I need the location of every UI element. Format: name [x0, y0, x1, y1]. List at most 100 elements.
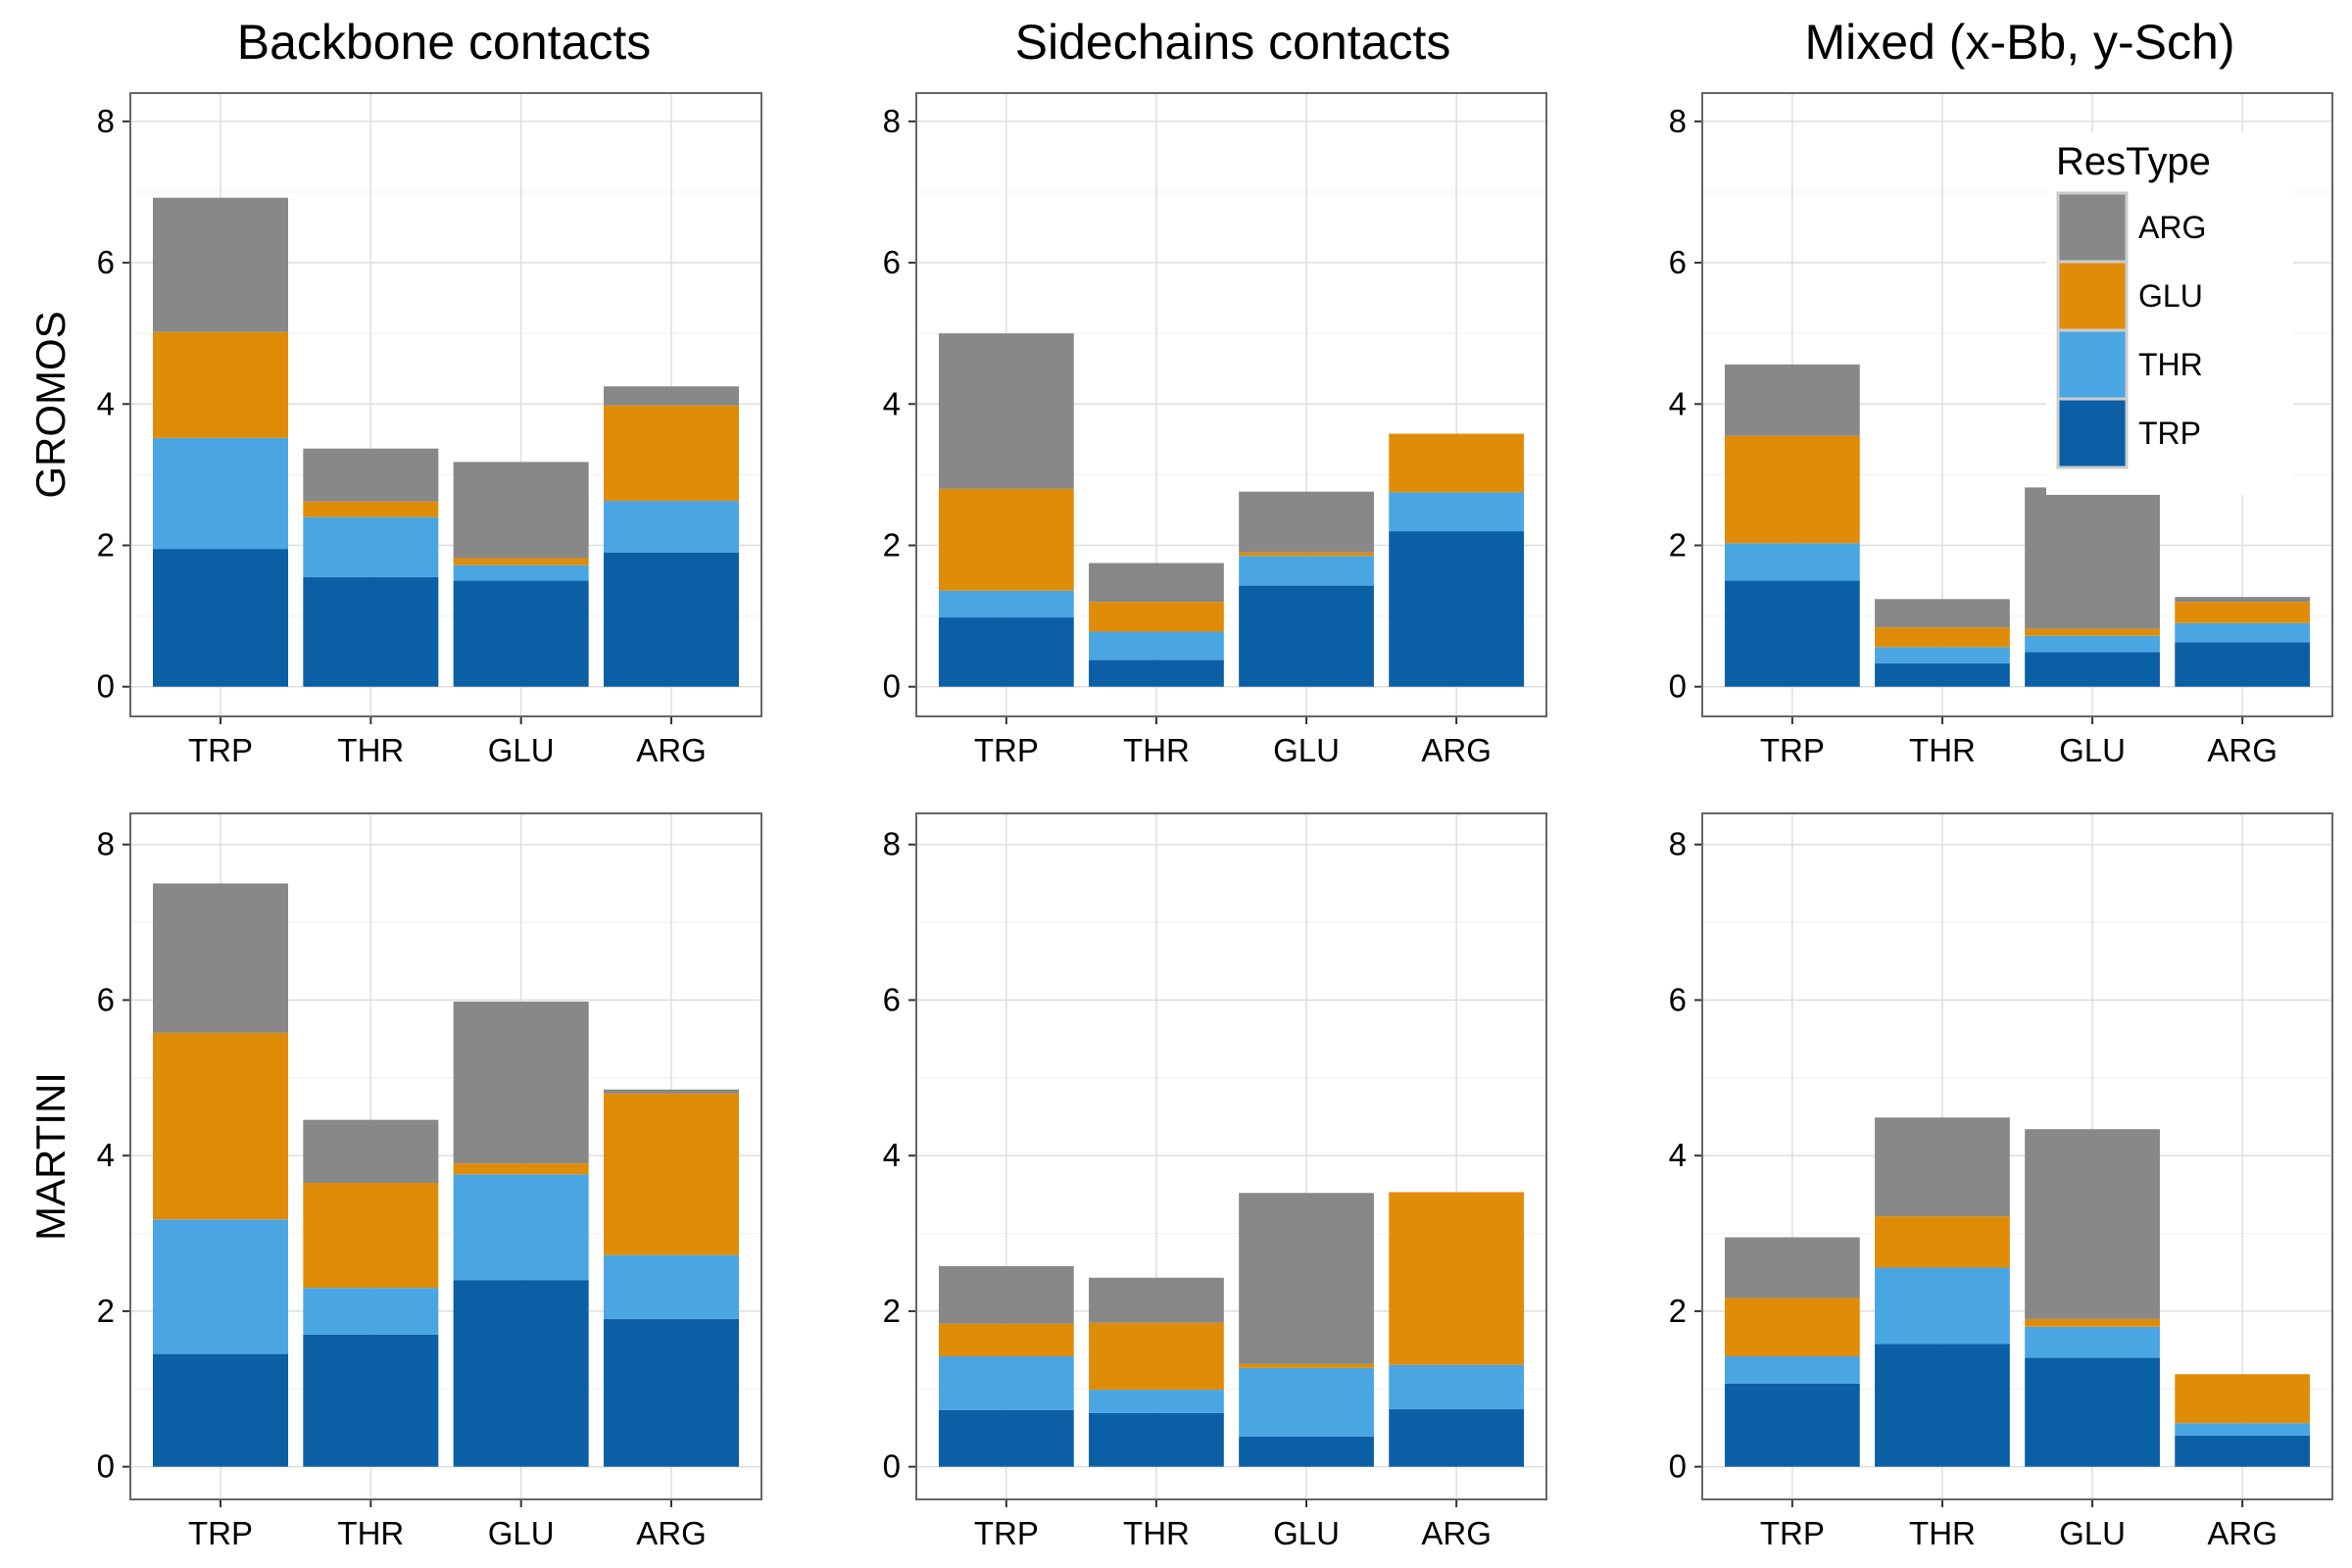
bar-gromos-backbone-contacts-arg-glu	[604, 405, 739, 502]
bar-martini-backbone-contacts-thr-glu	[303, 1182, 439, 1289]
y-tick-label: 2	[883, 526, 901, 563]
column-titles: Backbone contacts Sidechains contacts Mi…	[237, 15, 2235, 70]
x-tick-label-glu: GLU	[488, 1515, 555, 1551]
bar-gromos-backbone-contacts-arg-arg	[604, 386, 739, 406]
y-tick-label: 0	[97, 668, 115, 705]
y-tick-label: 6	[1669, 981, 1687, 1017]
bar-martini-mixed-x-bb-y-sch-glu-arg	[2025, 1129, 2160, 1319]
bar-gromos-backbone-contacts-thr-thr	[303, 516, 439, 577]
bar-martini-mixed-x-bb-y-sch-arg-trp	[2175, 1435, 2311, 1467]
x-tick-label-glu: GLU	[2059, 1515, 2126, 1551]
bar-gromos-sidechains-contacts-thr-arg	[1089, 563, 1224, 603]
panel-border	[129, 92, 762, 717]
bar-gromos-mixed-x-bb-y-sch-arg-thr	[2175, 622, 2311, 643]
bar-gromos-backbone-contacts-thr-trp	[303, 576, 439, 687]
x-tick-label-thr: THR	[1123, 732, 1190, 768]
bar-martini-backbone-contacts-thr-trp	[303, 1334, 439, 1467]
y-tick-label: 2	[97, 1293, 115, 1329]
bar-martini-mixed-x-bb-y-sch-trp-thr	[1724, 1355, 1860, 1384]
bar-gromos-mixed-x-bb-y-sch-thr-thr	[1875, 647, 2010, 663]
col-title-mixed: Mixed (x-Bb, y-Sch)	[1805, 15, 2235, 70]
bar-gromos-mixed-x-bb-y-sch-arg-trp	[2175, 642, 2311, 687]
bar-gromos-mixed-x-bb-y-sch-arg-glu	[2175, 602, 2311, 623]
bar-gromos-sidechains-contacts-glu-trp	[1239, 585, 1374, 687]
bar-gromos-sidechains-contacts-trp-arg	[938, 333, 1074, 489]
bar-gromos-sidechains-contacts-glu-arg	[1239, 491, 1374, 553]
legend-label-glu: GLU	[2138, 278, 2203, 314]
bar-martini-backbone-contacts-thr-arg	[303, 1119, 439, 1183]
x-tick-label-trp: TRP	[1760, 1515, 1825, 1551]
bar-martini-mixed-x-bb-y-sch-trp-arg	[1724, 1237, 1860, 1298]
panel-gromos-backbone-contacts: 0 2 4 6 8 TRP THR GLU ARG	[97, 92, 762, 768]
x-tick-label-trp: TRP	[974, 1515, 1039, 1551]
legend-label-thr: THR	[2138, 347, 2203, 382]
panel-border	[1701, 92, 2333, 717]
bar-gromos-backbone-contacts-thr-arg	[303, 448, 439, 502]
bar-martini-mixed-x-bb-y-sch-thr-glu	[1875, 1216, 2010, 1268]
bar-martini-backbone-contacts-glu-trp	[453, 1280, 589, 1467]
y-tick-label: 8	[1669, 103, 1687, 139]
bar-gromos-sidechains-contacts-trp-glu	[938, 488, 1074, 591]
y-tick-label: 8	[1669, 826, 1687, 862]
bar-gromos-backbone-contacts-glu-thr	[453, 564, 589, 581]
bar-martini-backbone-contacts-arg-thr	[604, 1254, 739, 1319]
bar-martini-backbone-contacts-glu-thr	[453, 1174, 589, 1281]
bar-martini-backbone-contacts-glu-arg	[453, 1002, 589, 1164]
bar-gromos-sidechains-contacts-glu-glu	[1239, 552, 1374, 557]
bar-martini-sidechains-contacts-trp-thr	[938, 1355, 1074, 1410]
bar-gromos-sidechains-contacts-arg-thr	[1389, 492, 1525, 532]
bar-gromos-backbone-contacts-glu-glu	[453, 558, 589, 565]
y-tick-label: 4	[883, 385, 901, 421]
bar-martini-backbone-contacts-trp-thr	[153, 1219, 288, 1354]
bar-martini-backbone-contacts-trp-glu	[153, 1032, 288, 1220]
bar-gromos-mixed-x-bb-y-sch-glu-trp	[2025, 652, 2160, 687]
row-labels: GROMOS MARTINI	[27, 311, 74, 1241]
legend-label-arg: ARG	[2138, 210, 2206, 245]
bar-gromos-mixed-x-bb-y-sch-trp-glu	[1724, 435, 1860, 544]
x-tick-label-arg: ARG	[636, 1515, 707, 1551]
row-label-martini: MARTINI	[27, 1072, 74, 1241]
legend-key-thr	[2056, 328, 2129, 401]
y-tick-label: 0	[1669, 668, 1687, 705]
bar-martini-mixed-x-bb-y-sch-glu-glu	[2025, 1318, 2160, 1327]
y-tick-label: 0	[883, 668, 901, 705]
bar-martini-mixed-x-bb-y-sch-glu-trp	[2025, 1357, 2160, 1467]
legend-key-trp	[2056, 397, 2129, 469]
y-tick-label: 8	[883, 103, 901, 139]
bar-martini-sidechains-contacts-arg-thr	[1389, 1364, 1525, 1409]
bar-gromos-sidechains-contacts-glu-thr	[1239, 556, 1374, 586]
bar-gromos-sidechains-contacts-trp-thr	[938, 590, 1074, 618]
bar-martini-backbone-contacts-arg-glu	[604, 1093, 739, 1255]
bar-martini-mixed-x-bb-y-sch-trp-glu	[1724, 1298, 1860, 1356]
row-label-gromos: GROMOS	[27, 311, 74, 498]
legend-key-glu	[2056, 260, 2129, 332]
x-tick-label-trp: TRP	[188, 1515, 253, 1551]
bar-martini-sidechains-contacts-glu-thr	[1239, 1367, 1374, 1437]
legend: ResType ARG GLU THR TRP	[2046, 132, 2293, 495]
y-tick-label: 6	[883, 244, 901, 280]
bar-gromos-mixed-x-bb-y-sch-glu-glu	[2025, 628, 2160, 636]
y-tick-label: 4	[883, 1137, 901, 1173]
bar-martini-backbone-contacts-thr-thr	[303, 1288, 439, 1335]
panel-border	[1701, 812, 2333, 1500]
x-tick-label-thr: THR	[337, 1515, 404, 1551]
y-tick-label: 4	[1669, 385, 1687, 421]
panel-martini-backbone-contacts: 0 2 4 6 8 TRP THR GLU ARG	[97, 812, 762, 1551]
legend-key-arg	[2056, 191, 2129, 264]
x-tick-label-trp: TRP	[188, 732, 253, 768]
bar-martini-sidechains-contacts-glu-glu	[1239, 1363, 1374, 1368]
legend-title: ResType	[2056, 140, 2211, 183]
y-tick-label: 6	[97, 244, 115, 280]
x-tick-label-thr: THR	[1909, 1515, 1976, 1551]
y-tick-label: 8	[883, 826, 901, 862]
bar-martini-sidechains-contacts-arg-glu	[1389, 1192, 1525, 1365]
panel-border	[915, 812, 1547, 1500]
bar-martini-mixed-x-bb-y-sch-thr-arg	[1875, 1117, 2010, 1217]
bar-martini-sidechains-contacts-trp-arg	[938, 1265, 1074, 1324]
panel-border	[915, 92, 1547, 717]
x-tick-label-arg: ARG	[1421, 732, 1492, 768]
bar-gromos-mixed-x-bb-y-sch-trp-arg	[1724, 364, 1860, 436]
y-tick-label: 0	[883, 1448, 901, 1485]
x-tick-label-glu: GLU	[1273, 1515, 1340, 1551]
